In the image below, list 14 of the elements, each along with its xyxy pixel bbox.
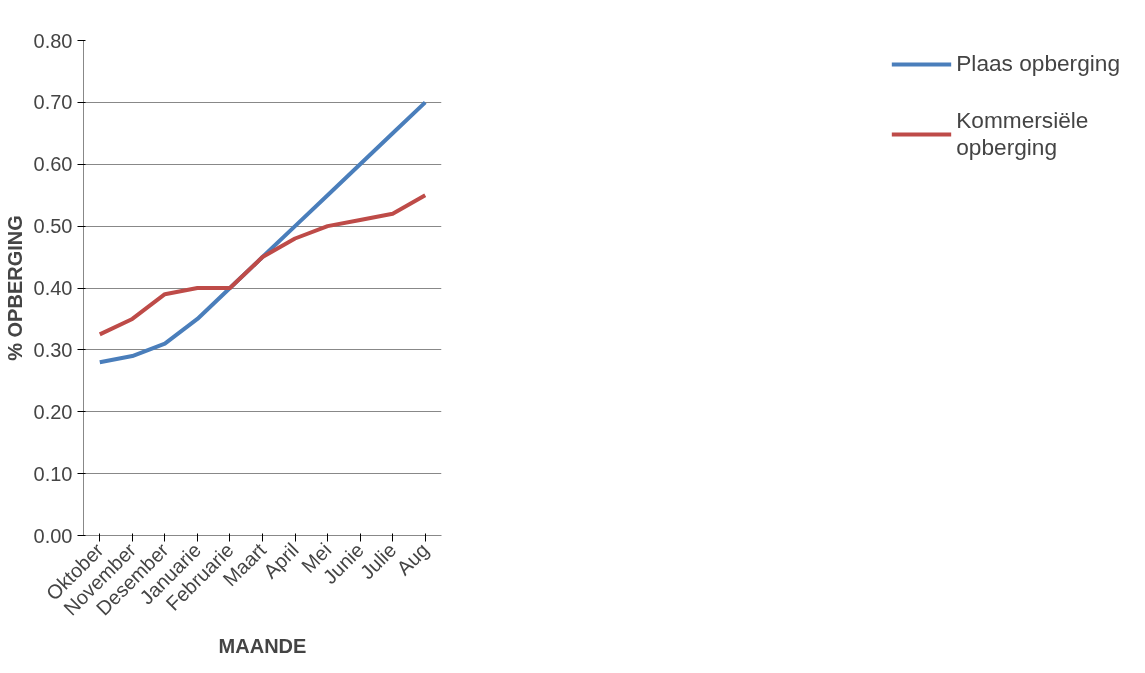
legend-label: Plaas opberging xyxy=(956,50,1120,77)
y-tick-label: 0.50 xyxy=(33,215,73,238)
y-tick-label: 0.60 xyxy=(33,153,73,176)
y-tick-label: 0.30 xyxy=(33,338,73,361)
line-series xyxy=(97,193,428,337)
y-tick-label: 0.80 xyxy=(33,29,73,52)
y-axis-title: % OPBERGING xyxy=(3,215,26,361)
legend-label: Kommersiële opberging xyxy=(956,107,1089,161)
x-axis-title: MAANDE xyxy=(218,635,307,658)
y-tick-label: 0.20 xyxy=(33,400,73,423)
y-tick-label: 0.40 xyxy=(33,277,73,299)
y-tick-label: 0.70 xyxy=(33,91,73,114)
y-tick-label: 0.00 xyxy=(33,524,73,547)
y-tick-label: 0.10 xyxy=(33,462,73,485)
